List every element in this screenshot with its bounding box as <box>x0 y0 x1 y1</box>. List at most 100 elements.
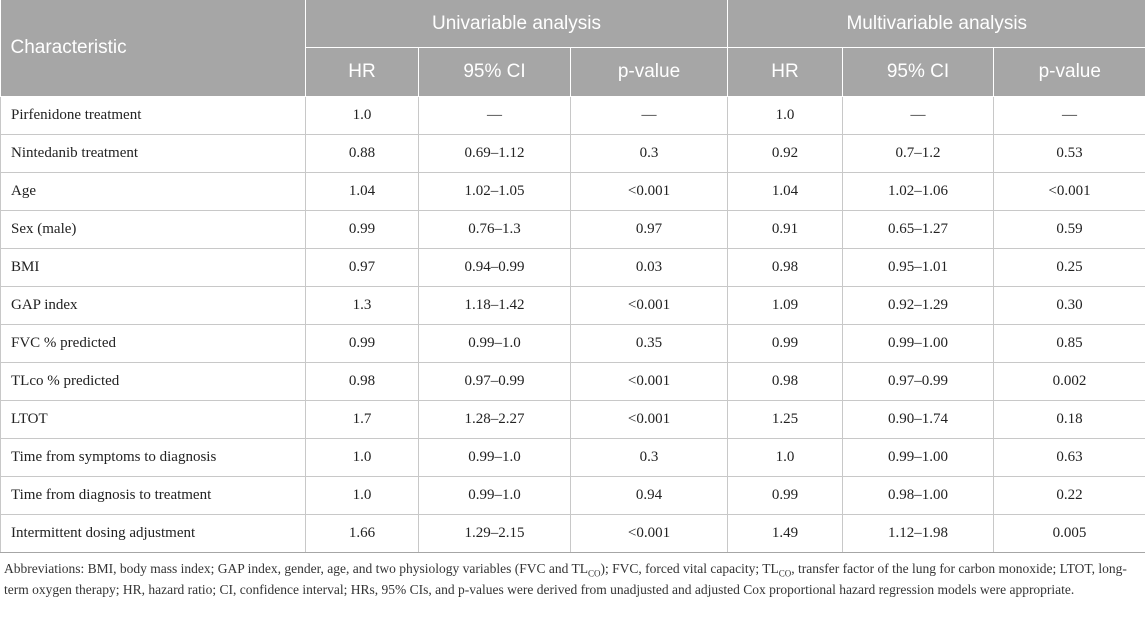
cell-multi-ci: 1.02–1.06 <box>842 172 995 211</box>
cell-multi-hr: 1.25 <box>727 400 844 439</box>
cell-uni-ci: 0.69–1.12 <box>418 134 571 173</box>
cell-uni-hr: 1.7 <box>305 400 419 439</box>
cell-multi-ci: 0.90–1.74 <box>842 400 995 439</box>
footnote-subscript-1: CO <box>588 568 601 579</box>
cell-multi-pvalue: 0.85 <box>993 324 1145 363</box>
header-uni-pvalue: p-value <box>570 47 729 97</box>
row-label: Intermittent dosing adjustment <box>0 514 306 553</box>
cell-multi-pvalue: 0.53 <box>993 134 1145 173</box>
cell-uni-hr: 1.0 <box>305 438 419 477</box>
cell-uni-pvalue: — <box>570 96 729 135</box>
cell-multi-hr: 0.99 <box>727 476 844 515</box>
header-multi-ci: 95% CI <box>842 47 995 97</box>
cell-uni-pvalue: 0.3 <box>570 438 729 477</box>
header-multivariable: Multivariable analysis <box>727 0 1145 48</box>
cell-uni-ci: 0.99–1.0 <box>418 324 571 363</box>
row-label: Time from diagnosis to treatment <box>0 476 306 515</box>
cell-uni-pvalue: <0.001 <box>570 514 729 553</box>
cell-uni-hr: 1.66 <box>305 514 419 553</box>
cell-uni-hr: 1.0 <box>305 96 419 135</box>
row-label: Pirfenidone treatment <box>0 96 306 135</box>
cell-multi-ci: 0.65–1.27 <box>842 210 995 249</box>
cell-uni-ci: 0.94–0.99 <box>418 248 571 287</box>
hazard-ratio-table: Characteristic Univariable analysis Mult… <box>0 0 1145 553</box>
cell-uni-ci: 0.76–1.3 <box>418 210 571 249</box>
table-row: Time from diagnosis to treatment 1.0 0.99–… <box>0 476 1145 515</box>
row-label: Time from symptoms to diagnosis <box>0 438 306 477</box>
cell-multi-pvalue: 0.18 <box>993 400 1145 439</box>
cell-uni-hr: 0.99 <box>305 210 419 249</box>
cell-uni-hr: 1.04 <box>305 172 419 211</box>
cell-multi-pvalue: 0.59 <box>993 210 1145 249</box>
results-table-container: Characteristic Univariable analysis Mult… <box>0 0 1145 600</box>
header-univariable: Univariable analysis <box>305 0 729 48</box>
cell-uni-hr: 0.99 <box>305 324 419 363</box>
cell-uni-hr: 1.3 <box>305 286 419 325</box>
table-row: Time from symptoms to diagnosis 1.0 0.99–1… <box>0 438 1145 477</box>
cell-multi-hr: 1.49 <box>727 514 844 553</box>
cell-uni-hr: 0.98 <box>305 362 419 401</box>
table-row: TLco % predicted 0.98 0.97–0.99 <0.001 0.98 0… <box>0 362 1145 401</box>
table-row: Nintedanib treatment 0.88 0.69–1.12 0.3 0.92… <box>0 134 1145 173</box>
cell-multi-hr: 0.99 <box>727 324 844 363</box>
cell-uni-ci: 1.29–2.15 <box>418 514 571 553</box>
table-row: GAP index 1.3 1.18–1.42 <0.001 1.09 0.92–1.29… <box>0 286 1145 325</box>
table-row: LTOT 1.7 1.28–2.27 <0.001 1.25 0.90–1.74 0.18 <box>0 400 1145 439</box>
row-label: GAP index <box>0 286 306 325</box>
cell-uni-hr: 1.0 <box>305 476 419 515</box>
row-label: TLco % predicted <box>0 362 306 401</box>
cell-multi-pvalue: 0.005 <box>993 514 1145 553</box>
cell-multi-pvalue: 0.63 <box>993 438 1145 477</box>
cell-multi-hr: 0.91 <box>727 210 844 249</box>
footnote-text-2: ); FVC, forced vital capacity; TL <box>600 561 779 576</box>
row-label: FVC % predicted <box>0 324 306 363</box>
row-label: Sex (male) <box>0 210 306 249</box>
row-label: Nintedanib treatment <box>0 134 306 173</box>
cell-multi-pvalue: <0.001 <box>993 172 1145 211</box>
footnote-text-1: Abbreviations: BMI, body mass index; GAP… <box>4 561 589 576</box>
row-label: Age <box>0 172 306 211</box>
cell-multi-hr: 1.0 <box>727 96 844 135</box>
table-body: Pirfenidone treatment 1.0— —1.0— — Nintedani… <box>0 96 1145 553</box>
cell-uni-ci: — <box>418 96 571 135</box>
header-uni-ci: 95% CI <box>418 47 571 97</box>
cell-uni-ci: 0.97–0.99 <box>418 362 571 401</box>
table-row: BMI 0.97 0.94–0.99 0.03 0.98 0.95–1.01 0.25 <box>0 248 1145 287</box>
cell-uni-pvalue: 0.3 <box>570 134 729 173</box>
table-row: Age 1.04 1.02–1.05 <0.001 1.04 1.02–1.06 <0.00… <box>0 172 1145 211</box>
cell-multi-ci: 0.92–1.29 <box>842 286 995 325</box>
header-multi-hr: HR <box>727 47 844 97</box>
table-row: Intermittent dosing adjustment 1.66 1.29–2… <box>0 514 1145 553</box>
header-uni-hr: HR <box>305 47 419 97</box>
cell-uni-pvalue: 0.35 <box>570 324 729 363</box>
cell-uni-ci: 1.18–1.42 <box>418 286 571 325</box>
cell-uni-hr: 0.88 <box>305 134 419 173</box>
cell-multi-ci: 0.95–1.01 <box>842 248 995 287</box>
header-multi-pvalue: p-value <box>993 47 1145 97</box>
header-row-top: Characteristic Univariable analysis Mult… <box>0 0 1145 97</box>
row-label: BMI <box>0 248 306 287</box>
cell-multi-ci: 0.7–1.2 <box>842 134 995 173</box>
cell-multi-pvalue: 0.002 <box>993 362 1145 401</box>
cell-multi-ci: 0.99–1.00 <box>842 438 995 477</box>
table-footnote: Abbreviations: BMI, body mass index; GAP… <box>0 553 1145 600</box>
cell-multi-ci: 0.98–1.00 <box>842 476 995 515</box>
cell-uni-pvalue: <0.001 <box>570 362 729 401</box>
cell-multi-hr: 0.98 <box>727 362 844 401</box>
cell-multi-hr: 1.04 <box>727 172 844 211</box>
cell-uni-ci: 1.02–1.05 <box>418 172 571 211</box>
cell-uni-pvalue: 0.94 <box>570 476 729 515</box>
row-label: LTOT <box>0 400 306 439</box>
table-row: Sex (male) 0.99 0.76–1.3 0.97 0.91 0.65–1.27 0… <box>0 210 1145 249</box>
cell-uni-pvalue: <0.001 <box>570 286 729 325</box>
cell-uni-pvalue: <0.001 <box>570 172 729 211</box>
header-characteristic: Characteristic <box>0 0 306 97</box>
cell-uni-pvalue: 0.03 <box>570 248 729 287</box>
cell-multi-ci: — <box>842 96 995 135</box>
cell-multi-pvalue: 0.30 <box>993 286 1145 325</box>
cell-multi-hr: 0.92 <box>727 134 844 173</box>
cell-multi-pvalue: 0.25 <box>993 248 1145 287</box>
cell-uni-ci: 0.99–1.0 <box>418 476 571 515</box>
table-row: Pirfenidone treatment 1.0— —1.0— — <box>0 96 1145 135</box>
footnote-text-3: , transfer factor of the lung for carbon… <box>4 561 1127 597</box>
